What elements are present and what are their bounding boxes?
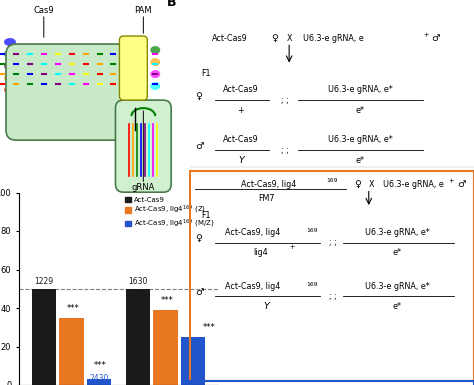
Ellipse shape <box>4 62 16 70</box>
Bar <box>126 289 150 385</box>
Bar <box>32 289 56 385</box>
Text: U6.3-e gRNA, e: U6.3-e gRNA, e <box>303 34 364 43</box>
Text: ♀: ♀ <box>272 34 278 43</box>
FancyBboxPatch shape <box>116 100 171 192</box>
Text: +: + <box>237 106 244 115</box>
Text: e*: e* <box>356 106 365 115</box>
Text: ; ;: ; ; <box>281 146 288 155</box>
Text: e*: e* <box>356 156 365 165</box>
Text: B: B <box>167 0 176 9</box>
Text: +: + <box>423 32 428 38</box>
Text: ; ;: ; ; <box>281 95 288 105</box>
Text: 2430: 2430 <box>90 374 109 383</box>
Ellipse shape <box>150 58 160 66</box>
Text: gRNA: gRNA <box>132 183 155 192</box>
Text: 169: 169 <box>326 179 337 183</box>
Text: 169: 169 <box>306 228 318 233</box>
Text: 1229: 1229 <box>35 277 54 286</box>
Ellipse shape <box>150 46 160 54</box>
Bar <box>59 318 84 385</box>
Text: 1234: 1234 <box>156 313 175 322</box>
Text: ***: *** <box>67 304 80 313</box>
Text: ♀: ♀ <box>195 92 202 101</box>
Text: Cas9: Cas9 <box>34 6 54 15</box>
Text: e*: e* <box>393 302 401 311</box>
Text: ***: *** <box>94 361 107 370</box>
Text: X: X <box>286 34 292 43</box>
Text: ***: *** <box>203 323 216 332</box>
Text: F1: F1 <box>201 69 210 78</box>
Text: ; ;: ; ; <box>329 292 337 301</box>
Text: ♂: ♂ <box>195 142 204 151</box>
Bar <box>181 337 205 385</box>
Text: U6.3-e gRNA, e*: U6.3-e gRNA, e* <box>365 282 429 291</box>
Text: Y: Y <box>264 302 269 311</box>
Text: e*: e* <box>393 248 401 257</box>
Text: 169: 169 <box>306 282 318 287</box>
Ellipse shape <box>4 38 16 46</box>
Text: 142: 142 <box>186 340 200 349</box>
Text: Act-Cas9: Act-Cas9 <box>212 34 248 43</box>
Text: Act-Cas9: Act-Cas9 <box>223 136 259 144</box>
Text: Y: Y <box>238 156 244 165</box>
Text: ♂: ♂ <box>431 34 440 43</box>
Ellipse shape <box>4 74 16 82</box>
Text: ♀: ♀ <box>355 180 362 189</box>
Bar <box>153 310 178 385</box>
Text: FM7: FM7 <box>258 194 274 203</box>
Text: 1630: 1630 <box>128 277 147 286</box>
Ellipse shape <box>4 86 16 94</box>
Text: +: + <box>289 244 295 251</box>
Text: ; ;: ; ; <box>329 238 337 247</box>
Text: ♀: ♀ <box>195 234 202 243</box>
Bar <box>87 379 111 385</box>
Text: +: + <box>448 178 454 184</box>
Text: 1123: 1123 <box>62 320 81 330</box>
Legend: Act-Cas9, Act-Cas9, lig4$^{169}$ (Z), Act-Cas9, lig4$^{169}$ (M/Z): Act-Cas9, Act-Cas9, lig4$^{169}$ (Z), Ac… <box>125 196 215 231</box>
Text: PAM: PAM <box>135 6 152 15</box>
Text: Act-Cas9: Act-Cas9 <box>223 85 259 94</box>
Ellipse shape <box>150 70 160 78</box>
Ellipse shape <box>150 82 160 90</box>
Text: U6.3-e gRNA, e: U6.3-e gRNA, e <box>383 180 444 189</box>
Text: Act-Cas9, lig4: Act-Cas9, lig4 <box>225 282 280 291</box>
Text: lig4: lig4 <box>254 248 268 257</box>
Text: U6.3-e gRNA, e*: U6.3-e gRNA, e* <box>328 85 392 94</box>
Text: ***: *** <box>161 296 173 305</box>
FancyBboxPatch shape <box>119 36 147 100</box>
Text: Act-Cas9, lig4: Act-Cas9, lig4 <box>241 180 296 189</box>
Ellipse shape <box>4 50 16 58</box>
Text: F1: F1 <box>201 211 210 220</box>
Bar <box>190 381 474 385</box>
Text: ♂: ♂ <box>457 180 465 189</box>
FancyBboxPatch shape <box>6 44 146 140</box>
Text: X: X <box>369 180 374 189</box>
Text: ♂: ♂ <box>195 288 204 297</box>
Text: U6.3-e gRNA, e*: U6.3-e gRNA, e* <box>365 228 429 237</box>
Text: Act-Cas9, lig4: Act-Cas9, lig4 <box>225 228 280 237</box>
Text: U6.3-e gRNA, e*: U6.3-e gRNA, e* <box>328 136 392 144</box>
